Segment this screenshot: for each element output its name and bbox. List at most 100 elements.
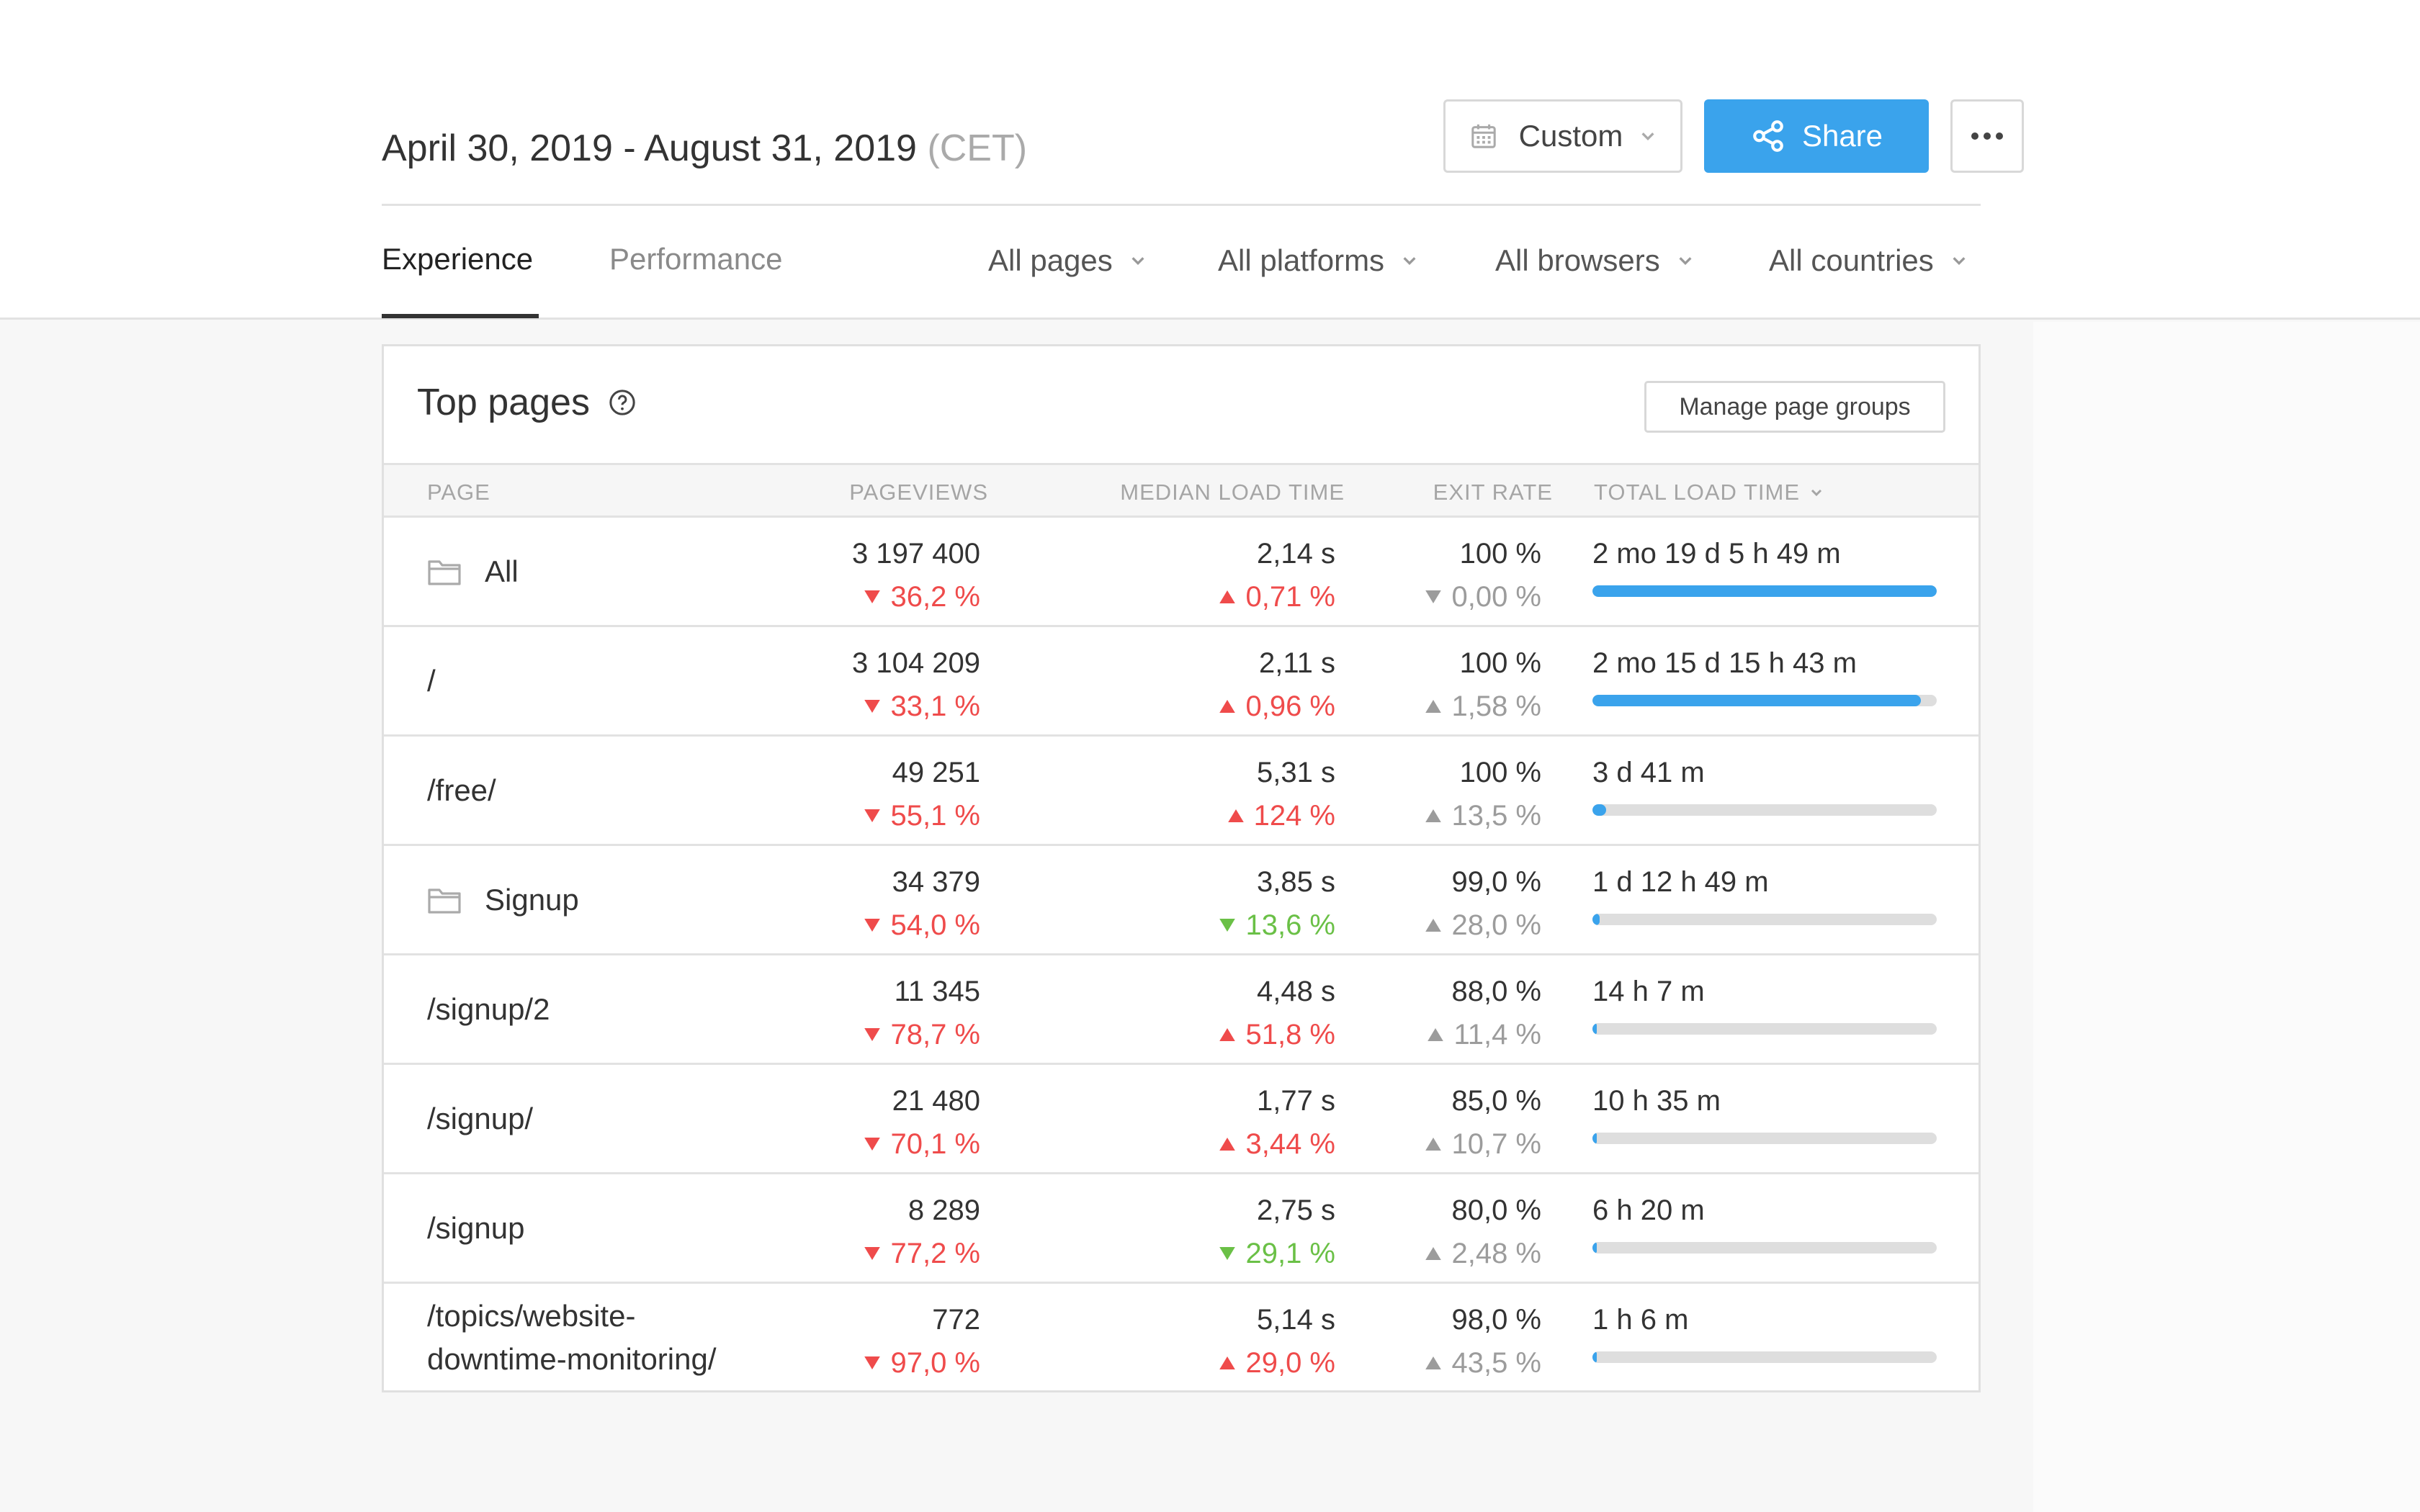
share-icon bbox=[1753, 120, 1783, 152]
page-name: /signup bbox=[427, 1210, 525, 1245]
pageviews-delta: 70,1 % bbox=[864, 1122, 980, 1166]
filter-countries-label: All countries bbox=[1769, 243, 1934, 277]
share-button[interactable]: Share bbox=[1704, 99, 1929, 173]
column-header-pageviews[interactable]: PAGEVIEWS bbox=[849, 480, 988, 505]
more-options-button[interactable] bbox=[1950, 99, 2024, 173]
median-load-time-delta: 29,1 % bbox=[1219, 1232, 1335, 1275]
page-cell: /signup bbox=[427, 1174, 524, 1282]
total-load-time-bar bbox=[1592, 1242, 1937, 1254]
filter-platforms-label: All platforms bbox=[1218, 243, 1385, 277]
exit-rate-delta-value: 2,48 % bbox=[1451, 1238, 1541, 1269]
column-header-median-load-time[interactable]: MEDIAN LOAD TIME bbox=[1120, 480, 1345, 505]
page-cell: Signup bbox=[427, 846, 579, 953]
exit-rate-delta: 10,7 % bbox=[1425, 1122, 1541, 1166]
column-header-exit-rate[interactable]: EXIT RATE bbox=[1433, 480, 1553, 505]
pageviews-delta-value: 36,2 % bbox=[890, 581, 980, 613]
total-load-time-bar-fill bbox=[1592, 585, 1937, 597]
triangle-down-icon bbox=[864, 700, 881, 713]
tab-performance[interactable]: Performance bbox=[609, 242, 783, 276]
chevron-down-icon bbox=[1679, 257, 1692, 266]
total-load-time-cell: 1 h 6 m bbox=[1592, 1298, 1938, 1363]
exit-rate-cell: 85,0 % 10,7 % bbox=[1425, 1079, 1541, 1166]
total-load-time-value: 2 mo 19 d 5 h 49 m bbox=[1592, 538, 1841, 570]
median-load-time-delta-value: 51,8 % bbox=[1245, 1019, 1335, 1050]
triangle-down-icon bbox=[864, 1356, 881, 1369]
table-row[interactable]: /signup 8 289 77,2 % 2,75 s 29,1 % 80,0 … bbox=[384, 1174, 1978, 1284]
median-load-time-cell: 5,31 s 124 % bbox=[1227, 751, 1335, 837]
triangle-down-icon bbox=[864, 1247, 881, 1260]
pageviews-value: 3 197 400 bbox=[852, 538, 980, 570]
pageviews-value: 34 379 bbox=[892, 866, 980, 898]
pageviews-delta-value: 55,1 % bbox=[890, 800, 980, 832]
exit-rate-cell: 88,0 % 11,4 % bbox=[1428, 970, 1541, 1056]
pageviews-cell: 49 251 55,1 % bbox=[864, 751, 980, 837]
pageviews-delta-value: 33,1 % bbox=[890, 690, 980, 722]
total-load-time-cell: 14 h 7 m bbox=[1592, 970, 1938, 1035]
triangle-up-icon bbox=[1219, 1028, 1236, 1041]
median-load-time-value: 4,48 s bbox=[1257, 976, 1335, 1007]
table-row[interactable]: /signup/2 11 345 78,7 % 4,48 s 51,8 % 88… bbox=[384, 955, 1978, 1065]
card-title: Top pages bbox=[417, 381, 636, 424]
table-row[interactable]: All 3 197 400 36,2 % 2,14 s 0,71 % 100 %… bbox=[384, 518, 1978, 627]
total-load-time-value: 10 h 35 m bbox=[1592, 1085, 1721, 1117]
triangle-down-icon bbox=[864, 919, 881, 932]
median-load-time-value: 5,14 s bbox=[1257, 1304, 1335, 1336]
custom-range-button[interactable]: Custom bbox=[1443, 99, 1682, 173]
date-range-text: April 30, 2019 - August 31, 2019 bbox=[382, 127, 917, 169]
table-row[interactable]: /topics/website- downtime-monitoring/ 77… bbox=[384, 1284, 1978, 1393]
table-row[interactable]: Signup 34 379 54,0 % 3,85 s 13,6 % 99,0 … bbox=[384, 846, 1978, 955]
pageviews-delta: 77,2 % bbox=[864, 1232, 980, 1275]
median-load-time-value: 2,11 s bbox=[1259, 647, 1335, 679]
total-load-time-cell: 1 d 12 h 49 m bbox=[1592, 860, 1938, 925]
pageviews-value: 772 bbox=[932, 1304, 980, 1336]
total-load-time-bar bbox=[1592, 585, 1937, 597]
share-label: Share bbox=[1801, 119, 1883, 153]
pageviews-cell: 772 97,0 % bbox=[864, 1298, 980, 1385]
median-load-time-delta-value: 124 % bbox=[1253, 800, 1335, 832]
column-header-total-load-time[interactable]: TOTAL LOAD TIME bbox=[1594, 480, 1823, 505]
table-row[interactable]: /free/ 49 251 55,1 % 5,31 s 124 % 100 % … bbox=[384, 737, 1978, 846]
table-row[interactable]: /signup/ 21 480 70,1 % 1,77 s 3,44 % 85,… bbox=[384, 1065, 1978, 1174]
calendar-icon bbox=[1471, 124, 1496, 148]
exit-rate-delta: 43,5 % bbox=[1425, 1341, 1541, 1385]
pageviews-value: 8 289 bbox=[908, 1194, 980, 1226]
median-load-time-cell: 3,85 s 13,6 % bbox=[1219, 860, 1335, 947]
table-row[interactable]: / 3 104 209 33,1 % 2,11 s 0,96 % 100 % 1… bbox=[384, 627, 1978, 737]
exit-rate-value: 80,0 % bbox=[1451, 1194, 1541, 1226]
total-load-time-bar bbox=[1592, 695, 1937, 706]
exit-rate-delta: 2,48 % bbox=[1425, 1232, 1541, 1275]
help-icon[interactable] bbox=[609, 389, 636, 416]
exit-rate-delta-value: 13,5 % bbox=[1451, 800, 1541, 832]
median-load-time-delta: 0,96 % bbox=[1219, 685, 1335, 728]
exit-rate-delta-value: 1,58 % bbox=[1451, 690, 1541, 722]
filter-pages-dropdown[interactable]: All pages bbox=[988, 243, 1146, 278]
chevron-down-icon bbox=[1131, 257, 1144, 266]
total-load-time-cell: 2 mo 15 d 15 h 43 m bbox=[1592, 642, 1938, 706]
triangle-up-icon bbox=[1219, 1138, 1236, 1151]
median-load-time-delta-value: 29,0 % bbox=[1245, 1347, 1335, 1379]
page-cell: /signup/ bbox=[427, 1065, 533, 1172]
filter-platforms-dropdown[interactable]: All platforms bbox=[1218, 243, 1417, 278]
pageviews-delta: 36,2 % bbox=[852, 575, 980, 618]
total-load-time-cell: 6 h 20 m bbox=[1592, 1189, 1938, 1254]
exit-rate-cell: 100 % 1,58 % bbox=[1425, 642, 1541, 728]
median-load-time-value: 2,75 s bbox=[1257, 1194, 1335, 1226]
total-load-time-bar-fill bbox=[1592, 1242, 1597, 1254]
pageviews-delta-value: 54,0 % bbox=[890, 909, 980, 941]
pageviews-delta: 33,1 % bbox=[852, 685, 980, 728]
pageviews-delta: 78,7 % bbox=[864, 1013, 980, 1056]
total-load-time-bar-fill bbox=[1592, 1023, 1597, 1035]
exit-rate-delta: 28,0 % bbox=[1425, 904, 1541, 947]
filter-countries-dropdown[interactable]: All countries bbox=[1769, 243, 1967, 278]
median-load-time-value: 5,31 s bbox=[1257, 757, 1335, 788]
total-load-time-bar bbox=[1592, 914, 1937, 925]
exit-rate-value: 100 % bbox=[1459, 538, 1541, 570]
exit-rate-cell: 98,0 % 43,5 % bbox=[1425, 1298, 1541, 1385]
page-cell: /free/ bbox=[427, 737, 496, 844]
exit-rate-value: 88,0 % bbox=[1451, 976, 1541, 1007]
tab-experience[interactable]: Experience bbox=[382, 242, 534, 276]
manage-page-groups-button[interactable]: Manage page groups bbox=[1644, 381, 1945, 433]
custom-range-label: Custom bbox=[1518, 119, 1623, 153]
pageviews-delta-value: 97,0 % bbox=[890, 1347, 980, 1379]
filter-browsers-dropdown[interactable]: All browsers bbox=[1495, 243, 1693, 278]
